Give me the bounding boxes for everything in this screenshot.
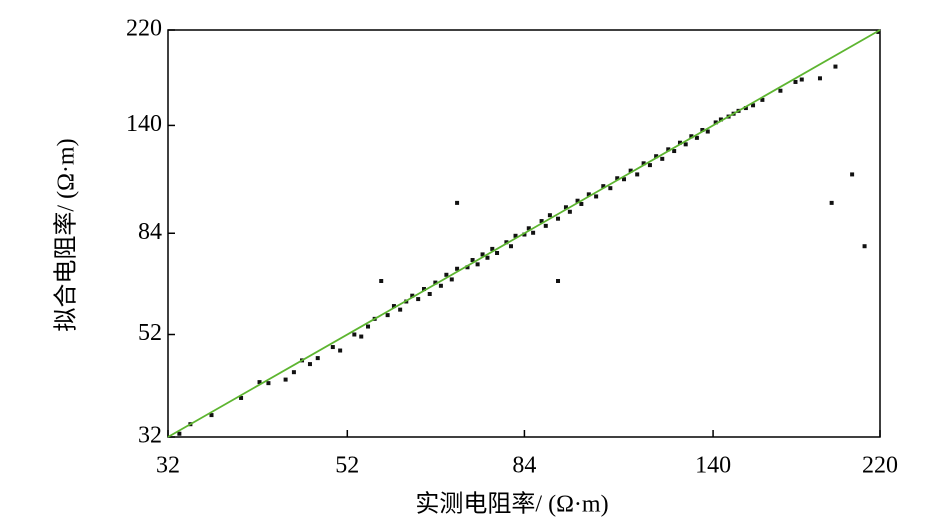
point [829, 200, 834, 205]
point [705, 129, 710, 134]
y-tick-label: 52 [138, 320, 162, 346]
point [449, 277, 454, 282]
point [575, 198, 580, 203]
point [641, 161, 646, 166]
point [522, 232, 527, 237]
point [427, 291, 432, 296]
point [579, 201, 584, 206]
point [586, 192, 591, 197]
point [385, 313, 390, 318]
x-tick-label: 32 [156, 453, 180, 479]
point [283, 377, 288, 382]
y-tick-label: 32 [138, 423, 162, 449]
point [677, 140, 682, 145]
point [490, 246, 495, 251]
y-tick-label: 140 [126, 111, 162, 137]
point [543, 223, 548, 228]
point [398, 307, 403, 312]
point [683, 142, 688, 147]
point [862, 244, 867, 249]
point [480, 252, 485, 257]
x-tick-label: 220 [862, 453, 898, 479]
x-tick-label: 52 [335, 453, 359, 479]
point [513, 233, 518, 238]
point [666, 147, 671, 152]
point [438, 283, 443, 288]
point [654, 154, 659, 159]
point [615, 176, 620, 181]
point [475, 262, 480, 267]
point [547, 213, 552, 218]
point [672, 149, 677, 154]
point [177, 431, 182, 436]
y-axis-label: 拟合电阻率/ (Ω·m) [53, 138, 80, 331]
point [833, 64, 838, 69]
point [689, 134, 694, 139]
point [751, 103, 756, 108]
point [694, 135, 699, 140]
point [465, 265, 470, 270]
point [291, 370, 296, 375]
point [366, 324, 371, 329]
point [379, 278, 384, 283]
point [660, 156, 665, 161]
point [608, 186, 613, 191]
x-axis-label: 实测电阻率/ (Ω·m) [415, 491, 608, 518]
point [793, 79, 798, 84]
point [416, 297, 421, 302]
x-tick-label: 140 [695, 453, 731, 479]
point [743, 106, 748, 111]
point [455, 200, 460, 205]
point [455, 266, 460, 271]
point [635, 172, 640, 177]
fit-line [167, 29, 881, 438]
point [718, 117, 723, 122]
point [531, 230, 536, 235]
point [594, 194, 599, 199]
point [647, 163, 652, 168]
y-tick-label: 84 [138, 219, 162, 245]
point [330, 345, 335, 350]
x-tick-label: 84 [512, 453, 536, 479]
point [817, 76, 822, 81]
point [713, 120, 718, 125]
point [410, 293, 415, 298]
point [850, 172, 855, 177]
point [601, 184, 606, 189]
point [504, 240, 509, 245]
point [338, 348, 343, 353]
point [495, 251, 500, 256]
point [266, 381, 271, 386]
point [563, 205, 568, 210]
point [700, 127, 705, 132]
point [239, 395, 244, 400]
point [539, 219, 544, 224]
point [485, 255, 490, 260]
point [556, 216, 561, 221]
point [433, 280, 438, 285]
point [556, 278, 561, 283]
point [444, 272, 449, 277]
point [760, 97, 765, 102]
point [359, 334, 364, 339]
point [508, 244, 513, 249]
y-tick-label: 220 [126, 16, 162, 42]
point [352, 332, 357, 337]
point [778, 88, 783, 93]
point [567, 209, 572, 214]
point [421, 287, 426, 292]
point [526, 226, 531, 231]
point [315, 356, 320, 361]
point [307, 362, 312, 367]
point [799, 77, 804, 82]
point [470, 258, 475, 263]
point [257, 380, 262, 385]
point [622, 177, 627, 182]
point [391, 304, 396, 309]
point [209, 413, 214, 418]
point [628, 168, 633, 173]
